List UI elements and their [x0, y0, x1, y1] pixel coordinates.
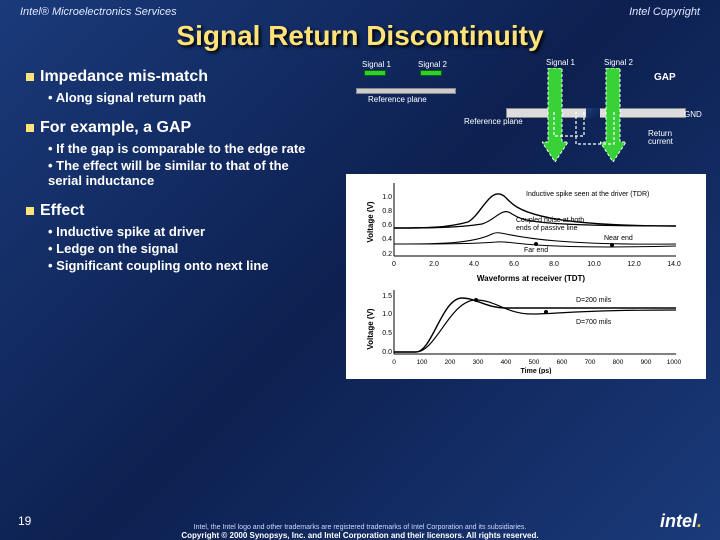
- svg-text:4.0: 4.0: [469, 261, 479, 268]
- svg-text:700: 700: [585, 359, 596, 366]
- svg-text:ends of passive line: ends of passive line: [516, 225, 578, 232]
- label-gnd: GND: [684, 110, 702, 119]
- footer-line2: Copyright © 2000 Synopsys, Inc. and Inte…: [0, 531, 720, 540]
- svg-text:800: 800: [613, 359, 624, 366]
- ylabel-bottom: Voltage (V): [366, 308, 375, 349]
- svg-text:D=700 mils: D=700 mils: [576, 319, 612, 326]
- svg-text:0.5: 0.5: [382, 330, 392, 337]
- svg-text:1000: 1000: [667, 359, 682, 366]
- bullet-2-1: If the gap is comparable to the edge rat…: [48, 141, 326, 156]
- schematic-diagram: Signal 1 Signal 2 Reference plane Signal…: [356, 62, 696, 167]
- plot-bottom: 0.0 0.5 1.0 1.5 0 100 200 300 400 500 600 700 80…: [376, 286, 686, 374]
- label-refplane: Reference plane: [368, 95, 427, 104]
- bullet-2: For example, a GAP: [40, 119, 191, 136]
- svg-text:900: 900: [641, 359, 652, 366]
- svg-text:0.8: 0.8: [382, 208, 392, 215]
- intel-logo: intel.: [660, 511, 702, 532]
- svg-text:0.6: 0.6: [382, 222, 392, 229]
- svg-text:14.0: 14.0: [667, 261, 681, 268]
- svg-text:1.5: 1.5: [382, 293, 392, 300]
- trace-sig1: [364, 70, 386, 76]
- svg-text:100: 100: [417, 359, 428, 366]
- svg-text:2.0: 2.0: [429, 261, 439, 268]
- trace-sig2: [420, 70, 442, 76]
- bullet-3: Effect: [40, 202, 84, 219]
- svg-text:6.0: 6.0: [509, 261, 519, 268]
- svg-text:400: 400: [501, 359, 512, 366]
- header-left: Intel® Microelectronics Services: [20, 6, 177, 18]
- svg-text:300: 300: [473, 359, 484, 366]
- svg-text:Time (ps): Time (ps): [521, 368, 552, 374]
- waveform-plots: Voltage (V) 0.2 0.4 0.6 0.8 1.0 0 2.0 4.0: [346, 174, 706, 379]
- label-sig2-small: Signal 2: [418, 60, 447, 69]
- header-right: Intel Copyright: [629, 6, 700, 18]
- label-sig1-small: Signal 1: [362, 60, 391, 69]
- slide-number: 19: [18, 514, 31, 528]
- svg-text:Far end: Far end: [524, 247, 548, 254]
- bullet-3-1: Inductive spike at driver: [48, 224, 326, 239]
- svg-text:0.0: 0.0: [382, 349, 392, 356]
- svg-text:12.0: 12.0: [627, 261, 641, 268]
- svg-text:500: 500: [529, 359, 540, 366]
- ylabel-top: Voltage (V): [366, 201, 375, 242]
- return-current-path: [506, 108, 686, 164]
- svg-text:0.4: 0.4: [382, 236, 392, 243]
- svg-text:Inductive spike seen at the dr: Inductive spike seen at the driver (TDR): [526, 191, 649, 198]
- plot-caption: Waveforms at receiver (TDT): [376, 274, 686, 283]
- slide-title: Signal Return Discontinuity: [0, 20, 720, 52]
- bullet-column: Impedance mis-match Along signal return …: [26, 62, 326, 275]
- svg-text:0.2: 0.2: [382, 251, 392, 258]
- svg-text:0: 0: [392, 261, 396, 268]
- svg-text:Near end: Near end: [604, 235, 633, 242]
- bullet-2-2: The effect will be similar to that of th…: [48, 158, 326, 188]
- footer-line1: Intel, the Intel logo and other trademar…: [0, 524, 720, 531]
- bullet-1-1: Along signal return path: [48, 90, 326, 105]
- svg-text:0: 0: [392, 359, 396, 366]
- svg-text:8.0: 8.0: [549, 261, 559, 268]
- label-gap: GAP: [654, 72, 676, 83]
- svg-text:1.0: 1.0: [382, 311, 392, 318]
- bullet-3-3: Significant coupling onto next line: [48, 258, 326, 273]
- label-sig1-big: Signal 1: [546, 58, 575, 67]
- svg-text:600: 600: [557, 359, 568, 366]
- bullet-1: Impedance mis-match: [40, 68, 208, 85]
- plot-top: 0.2 0.4 0.6 0.8 1.0 0 2.0 4.0 6.0 8.0 10.0 12.…: [376, 178, 686, 273]
- svg-text:D=200 mils: D=200 mils: [576, 297, 612, 304]
- bullet-3-2: Ledge on the signal: [48, 241, 326, 256]
- svg-text:1.0: 1.0: [382, 194, 392, 201]
- label-sig2-big: Signal 2: [604, 58, 633, 67]
- svg-text:200: 200: [445, 359, 456, 366]
- svg-text:Coupled noise at both: Coupled noise at both: [516, 217, 584, 224]
- reference-plane-left: [356, 88, 456, 94]
- svg-text:10.0: 10.0: [587, 261, 601, 268]
